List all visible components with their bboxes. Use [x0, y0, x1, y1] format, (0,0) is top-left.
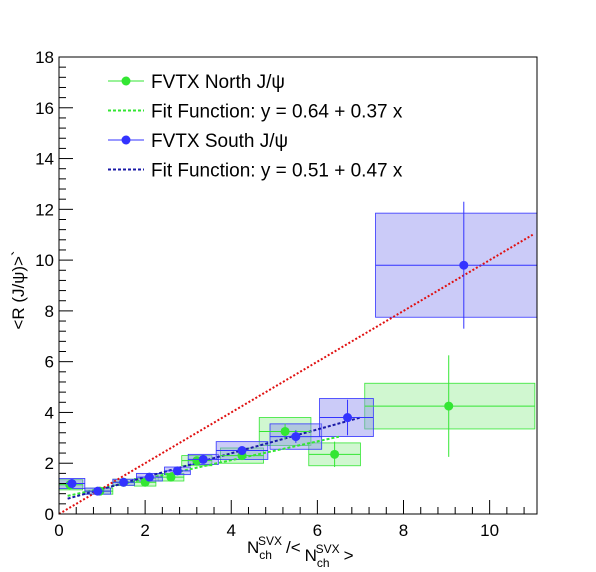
- legend-label-0: FVTX North J/ψ: [151, 72, 285, 93]
- x-tick-label: 0: [54, 521, 63, 540]
- data-point-s0-p9: [444, 401, 454, 411]
- x-tick-label: 6: [313, 521, 322, 540]
- data-point-s0-p7: [280, 426, 290, 436]
- data-point-s1-p4: [172, 466, 182, 476]
- y-tick-label: 0: [45, 505, 54, 524]
- y-tick-label: 18: [35, 48, 54, 67]
- y-tick-label: 16: [35, 99, 54, 118]
- data-point-s0-p4: [166, 472, 176, 482]
- reference-line: [59, 233, 534, 514]
- y-tick-label: 6: [45, 353, 54, 372]
- y-tick-label: 10: [35, 251, 54, 270]
- x-axis-label: NchSVX/< NchSVX >: [247, 534, 354, 570]
- legend-label-3: Fit Function: y = 0.51 + 0.47 x: [151, 161, 403, 182]
- legend-label-1: Fit Function: y = 0.64 + 0.37 x: [151, 102, 403, 123]
- data-point-s1-p2: [119, 477, 129, 487]
- data-point-s1-p7: [291, 432, 301, 442]
- plot-inner: [59, 201, 537, 514]
- y-tick-label: 4: [45, 403, 54, 422]
- data-point-s1-p5: [198, 454, 208, 464]
- plot-area: [59, 201, 537, 514]
- x-axis-label-part: SVX: [258, 534, 282, 548]
- y-tick-label: 12: [35, 200, 54, 219]
- y-axis-label: <R (J/ψ)>`: [9, 250, 28, 329]
- x-axis-label-part: ch: [317, 556, 330, 570]
- x-tick-label: 8: [399, 521, 408, 540]
- x-axis-label-part: /<: [286, 538, 301, 557]
- plot-frame: [58, 56, 538, 515]
- data-point-s1-p8: [343, 413, 353, 423]
- x-tick-label: 4: [227, 521, 236, 540]
- data-point-s1-p6: [237, 446, 247, 456]
- data-point-s1-p1: [93, 486, 103, 496]
- x-axis-label-part: N: [247, 538, 259, 557]
- y-tick-label: 8: [45, 302, 54, 321]
- y-tick-label: 14: [35, 150, 54, 169]
- y-tick-label: 2: [45, 454, 54, 473]
- data-point-s1-p0: [67, 479, 77, 489]
- data-point-s1-p9: [459, 260, 469, 270]
- data-point-s0-p8: [330, 449, 340, 459]
- x-tick-label: 10: [480, 521, 499, 540]
- x-tick-label: 2: [140, 521, 149, 540]
- x-axis-label-part: N: [305, 546, 317, 565]
- legend-marker-0: [121, 76, 131, 86]
- x-axis-label-part: >: [344, 546, 354, 565]
- axes: 0 2 4 6 8 10 12 14 16 18 0 2 4 6 8 10: [35, 48, 538, 540]
- x-axis-label-part: ch: [259, 548, 272, 562]
- x-axis-label-part: SVX: [316, 542, 340, 556]
- legend-label-2: FVTX South J/ψ: [151, 131, 288, 152]
- fit-line-s1: [67, 416, 361, 500]
- legend-marker-2: [121, 135, 131, 145]
- data-point-s1-p3: [144, 472, 154, 482]
- legend: FVTX North J/ψ Fit Function: y = 0.64 + 0…: [108, 72, 403, 182]
